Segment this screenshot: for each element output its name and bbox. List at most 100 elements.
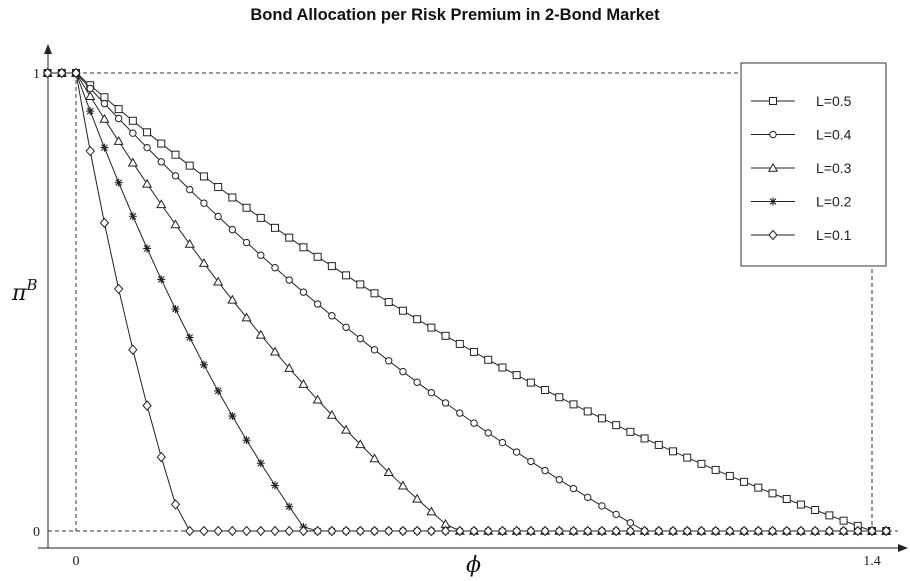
data-point-l-0-1 xyxy=(369,525,380,537)
data-point-l-0-4 xyxy=(385,357,393,365)
data-point-l-0-3 xyxy=(412,493,423,503)
data-point-l-0-1 xyxy=(156,451,166,463)
data-point-l-0-3 xyxy=(170,219,181,229)
data-point-l-0-5 xyxy=(768,489,777,498)
data-point-l-0-4 xyxy=(129,129,137,137)
y-axis-label-main: π xyxy=(11,281,27,306)
data-point-l-0-5 xyxy=(484,355,493,364)
data-point-l-0-3 xyxy=(369,453,380,463)
data-point-l-0-2 xyxy=(185,333,194,342)
data-point-l-0-5 xyxy=(612,421,621,430)
legend-label: L=0.1 xyxy=(816,227,852,243)
data-point-l-0-2 xyxy=(242,436,251,445)
data-point-l-0-5 xyxy=(285,233,294,242)
data-point-l-0-3 xyxy=(355,439,366,449)
data-point-l-0-4 xyxy=(285,276,293,284)
data-point-l-0-1 xyxy=(469,525,479,537)
data-point-l-0-2 xyxy=(214,386,223,395)
data-point-l-0-5 xyxy=(214,183,223,192)
data-point-l-0-1 xyxy=(57,67,67,79)
data-point-l-0-1 xyxy=(611,525,621,537)
data-point-l-0-1 xyxy=(455,525,465,537)
data-point-l-0-4 xyxy=(441,399,450,407)
data-point-l-0-2 xyxy=(157,275,166,284)
data-point-l-0-1 xyxy=(241,525,252,537)
data-point-l-0-5 xyxy=(711,465,720,474)
legend-label: L=0.4 xyxy=(816,127,852,143)
data-point-l-0-2 xyxy=(114,178,123,187)
data-point-l-0-2 xyxy=(228,412,237,421)
data-point-l-0-5 xyxy=(669,447,677,456)
y-tick-label: 0 xyxy=(33,525,40,540)
data-point-l-0-5 xyxy=(754,483,763,492)
data-point-l-0-5 xyxy=(370,289,379,298)
data-point-l-0-1 xyxy=(128,344,138,355)
data-point-l-0-4 xyxy=(555,475,563,484)
data-point-l-0-4 xyxy=(157,158,165,166)
data-point-l-0-2 xyxy=(285,502,294,511)
data-point-l-0-5 xyxy=(470,347,478,356)
data-point-l-0-1 xyxy=(725,525,735,537)
data-point-l-0-1 xyxy=(739,525,749,537)
data-point-l-0-3 xyxy=(426,506,437,516)
data-point-l-0-5 xyxy=(640,434,649,443)
data-point-l-0-4 xyxy=(370,346,379,354)
legend-marker-star xyxy=(769,197,777,206)
data-point-l-0-1 xyxy=(256,525,266,537)
data-point-l-0-1 xyxy=(426,525,437,537)
data-point-l-0-2 xyxy=(171,305,180,314)
data-point-l-0-4 xyxy=(413,378,421,386)
data-point-l-0-3 xyxy=(198,257,209,267)
data-point-l-0-1 xyxy=(824,525,835,537)
data-point-l-0-2 xyxy=(128,212,137,221)
data-point-l-0-1 xyxy=(398,525,408,537)
data-point-l-0-1 xyxy=(170,499,181,510)
data-point-l-0-5 xyxy=(569,400,578,409)
data-point-l-0-5 xyxy=(825,511,834,520)
data-point-l-0-1 xyxy=(867,525,877,537)
data-point-l-0-5 xyxy=(782,495,791,504)
data-point-l-0-5 xyxy=(171,150,180,159)
data-point-l-0-1 xyxy=(483,525,493,537)
data-point-l-0-3 xyxy=(397,480,408,490)
data-point-l-0-5 xyxy=(114,105,123,114)
legend-item-l-0-3: L=0.3 xyxy=(751,160,852,176)
data-point-l-0-1 xyxy=(85,145,95,157)
data-point-l-0-5 xyxy=(796,500,805,509)
data-point-l-0-4 xyxy=(498,438,507,447)
data-point-l-0-4 xyxy=(569,484,578,493)
y-axis-label: πB xyxy=(11,276,38,306)
data-point-l-0-3 xyxy=(312,394,323,404)
data-point-l-0-5 xyxy=(256,213,265,222)
data-point-l-0-1 xyxy=(270,525,280,537)
legend-label: L=0.3 xyxy=(816,160,852,176)
data-point-l-0-1 xyxy=(312,525,323,537)
legend-item-l-0-5: L=0.5 xyxy=(751,93,852,109)
data-point-l-0-5 xyxy=(413,315,422,324)
data-point-l-0-1 xyxy=(298,525,309,537)
data-point-l-0-2 xyxy=(271,481,279,490)
data-point-l-0-5 xyxy=(811,506,820,515)
y-axis-arrow xyxy=(44,44,52,54)
data-point-l-0-4 xyxy=(456,409,464,417)
data-point-l-0-5 xyxy=(583,407,592,416)
data-point-l-0-5 xyxy=(327,262,336,271)
data-point-l-0-3 xyxy=(99,113,110,123)
legend-marker-diamond xyxy=(768,229,778,241)
data-point-l-0-2 xyxy=(86,107,95,116)
chart-title: Bond Allocation per Risk Premium in 2-Bo… xyxy=(250,6,660,24)
data-point-l-0-4 xyxy=(470,419,478,427)
data-point-l-0-5 xyxy=(143,128,152,137)
data-point-l-0-3 xyxy=(156,199,167,209)
data-point-l-0-1 xyxy=(142,400,152,411)
legend-label: L=0.5 xyxy=(816,93,852,109)
data-point-l-0-5 xyxy=(839,516,848,525)
data-point-l-0-2 xyxy=(100,143,109,152)
data-point-l-0-5 xyxy=(100,93,109,102)
data-point-l-0-1 xyxy=(497,525,508,537)
data-point-l-0-1 xyxy=(881,525,891,537)
data-point-l-0-5 xyxy=(697,459,706,468)
legend-item-l-0-2: L=0.2 xyxy=(751,194,852,210)
data-point-l-0-1 xyxy=(355,525,365,537)
